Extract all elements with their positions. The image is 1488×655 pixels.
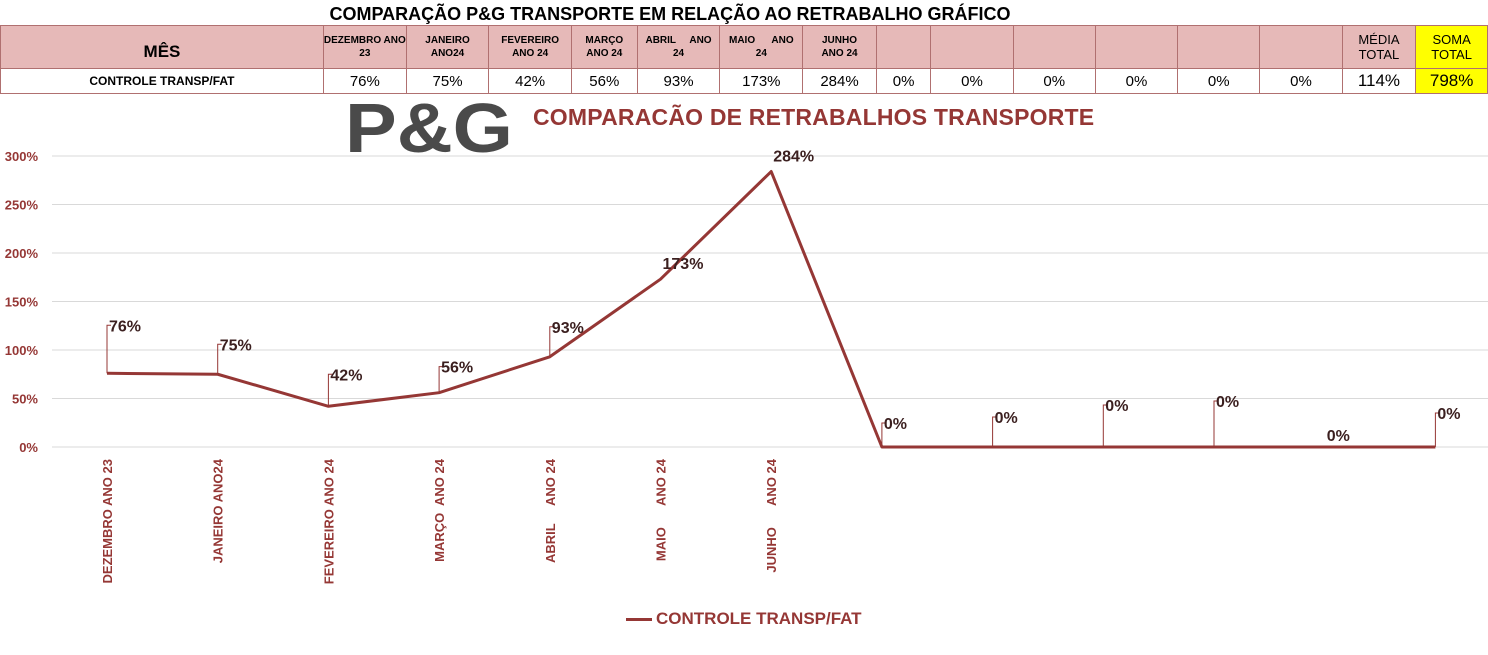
month-header-11	[1177, 25, 1261, 69]
month-header-line1: ABRIL ANO	[645, 35, 712, 46]
data-label: 0%	[995, 410, 1018, 427]
month-header-10	[1094, 25, 1179, 69]
report-title: COMPARAÇÃO P&G TRANSPORTE EM RELAÇÃO AO …	[329, 4, 1011, 24]
soma-total-header: SOMA TOTAL	[1415, 25, 1488, 69]
data-label-leader	[106, 324, 111, 374]
month-header-line1: FEVEREIRO	[501, 35, 560, 46]
month-header-line1: MAIO ANO	[729, 35, 794, 46]
x-tick-label: DEZEMBRO ANO 23	[100, 459, 115, 583]
data-label-leader	[1434, 412, 1440, 447]
data-label: 284%	[773, 149, 814, 166]
month-header-8	[930, 25, 1014, 69]
month-header-5: MAIO ANO 24	[719, 25, 804, 69]
month-header-3: MARÇO ANO 24	[570, 25, 638, 69]
month-header-2: FEVEREIRO ANO 24	[488, 25, 572, 69]
y-tick-label: 100%	[5, 343, 39, 358]
month-header-12	[1259, 25, 1343, 69]
month-header-7	[875, 25, 932, 69]
media-total-value: 114%	[1341, 68, 1417, 94]
month-header-line1: JANEIRO	[425, 35, 470, 46]
month-header-line2: 24	[755, 48, 767, 59]
media-line1: MÉDIA	[1358, 32, 1400, 47]
data-label-leader	[1213, 400, 1218, 447]
y-tick-label: 250%	[5, 198, 39, 213]
month-header-line2: ANO 24	[586, 48, 623, 59]
media-line2: TOTAL	[1358, 47, 1400, 62]
y-tick-label: 0%	[19, 440, 38, 455]
y-tick-label: 50%	[12, 392, 38, 407]
y-tick-label: 300%	[5, 149, 39, 164]
data-label: 76%	[109, 318, 141, 335]
data-label-leader	[881, 422, 886, 447]
month-header-label: MÊS	[0, 25, 324, 69]
x-tick-label: ABRIL ANO 24	[543, 458, 558, 563]
svg-text:P&G: P&G	[345, 97, 513, 155]
month-header-4: ABRIL ANO 24	[636, 25, 721, 69]
data-label: 0%	[1327, 428, 1350, 445]
month-header-line1: DEZEMBRO ANO	[323, 35, 406, 46]
legend-label: CONTROLE TRANSP/FAT	[656, 609, 862, 628]
month-value-2: 42%	[488, 68, 572, 94]
month-header-line2: 24	[672, 48, 685, 59]
month-value-9: 0%	[1012, 68, 1096, 94]
month-header-line1: JUNHO	[821, 35, 857, 46]
data-label: 173%	[663, 256, 704, 273]
chart-legend: CONTROLE TRANSP/FAT	[626, 609, 862, 629]
month-header-line2: ANO24	[430, 48, 465, 59]
month-value-0: 76%	[322, 68, 407, 94]
month-value-12: 0%	[1259, 68, 1343, 94]
month-value-7: 0%	[875, 68, 932, 94]
legend-swatch	[626, 617, 652, 621]
data-label: 56%	[441, 360, 473, 377]
month-header-9	[1012, 25, 1096, 69]
month-value-4: 93%	[636, 68, 721, 94]
data-label-leader	[438, 366, 444, 393]
month-header-line2: ANO 24	[512, 48, 549, 59]
data-label: 75%	[220, 337, 252, 354]
month-header-6: JUNHO ANO 24	[802, 25, 877, 69]
data-label: 0%	[1216, 394, 1239, 411]
data-label-leader	[1102, 404, 1108, 447]
data-label-leader	[549, 326, 554, 357]
month-value-6: 284%	[802, 68, 877, 94]
x-tick-label: MAIO ANO 24	[654, 458, 669, 561]
data-label-leader	[992, 416, 997, 447]
month-header-line1: MARÇO	[585, 35, 624, 46]
month-header-0: DEZEMBRO ANO 23	[322, 25, 407, 69]
chart-title: COMPARACÃO DE RETRABALHOS TRANSPORTE	[533, 104, 1095, 130]
data-label: 0%	[1105, 398, 1128, 415]
y-tick-label: 150%	[5, 295, 39, 310]
soma-line2: TOTAL	[1431, 47, 1472, 62]
data-label-leader	[217, 343, 222, 375]
pg-logo: P&G	[345, 97, 513, 155]
x-tick-label: JANEIRO ANO24	[211, 458, 226, 563]
month-value-8: 0%	[930, 68, 1014, 94]
row-label: CONTROLE TRANSP/FAT	[0, 68, 324, 94]
soma-line1: SOMA	[1432, 32, 1471, 47]
month-value-11: 0%	[1177, 68, 1261, 94]
month-value-1: 75%	[405, 68, 490, 94]
x-tick-label: FEVEREIRO ANO 24	[321, 458, 336, 584]
y-tick-label: 200%	[5, 246, 39, 261]
month-header-1: JANEIRO ANO24	[405, 25, 490, 69]
data-label: 0%	[1437, 406, 1460, 423]
data-label: 93%	[552, 320, 584, 337]
media-total-header: MÉDIA TOTAL	[1341, 25, 1417, 69]
data-label: 0%	[884, 416, 907, 433]
data-label: 42%	[330, 367, 362, 384]
x-tick-label: MARÇO ANO 24	[432, 458, 447, 562]
soma-total-value: 798%	[1415, 68, 1488, 94]
x-tick-label: JUNHO ANO 24	[764, 458, 779, 572]
summary-table: MÊS DEZEMBRO ANO 23 JANEIRO ANO24 FEVEREIRO A…	[0, 25, 1488, 94]
line-chart: 0% 50% 100% 150% 200% 250% 300% DEZEMBRO ANO 23…	[5, 149, 1488, 584]
month-header-line2: ANO 24	[821, 48, 858, 59]
month-value-5: 173%	[719, 68, 804, 94]
month-header-line2: 23	[359, 48, 371, 59]
month-value-3: 56%	[570, 68, 638, 94]
month-value-10: 0%	[1094, 68, 1179, 94]
data-label-leader	[327, 373, 333, 407]
